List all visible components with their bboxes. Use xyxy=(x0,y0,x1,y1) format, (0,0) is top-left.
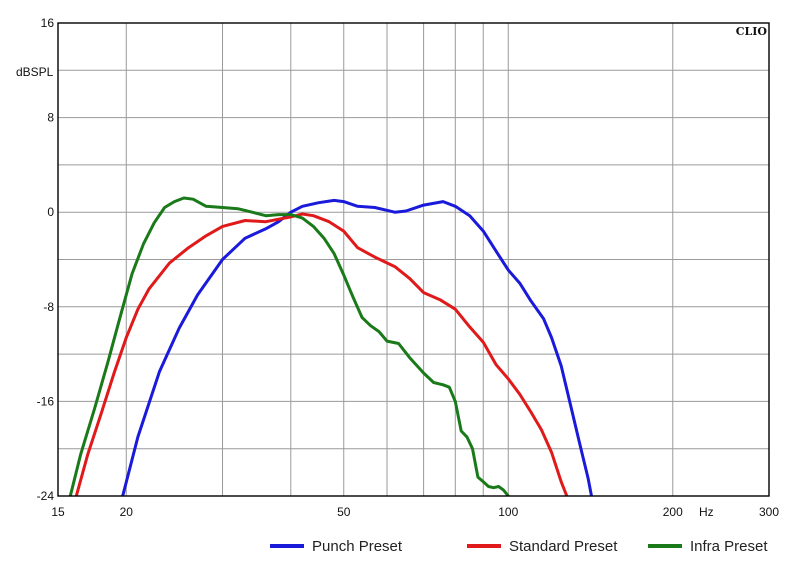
x-tick-label: 200 xyxy=(663,505,683,519)
y-tick-labels: 16 8 0 -8 -16 -24 xyxy=(37,16,55,503)
series-line-standard-preset xyxy=(74,212,569,496)
x-tick-label: 15 xyxy=(51,505,65,519)
legend-label: Punch Preset xyxy=(312,538,403,555)
legend-label: Standard Preset xyxy=(509,538,618,555)
y-tick-label: 16 xyxy=(41,16,55,30)
series-line-infra-preset xyxy=(68,196,510,496)
legend-label: Infra Preset xyxy=(690,538,768,555)
brand-label: CLIO xyxy=(736,25,768,38)
y-tick-label: 0 xyxy=(47,205,54,219)
y-axis-unit-label: dBSPL xyxy=(16,65,54,79)
x-axis-unit-label: Hz xyxy=(699,505,714,519)
x-tick-labels: 15 20 50 100 200 300 xyxy=(51,505,779,519)
y-tick-label: 8 xyxy=(47,111,54,125)
y-tick-label: -24 xyxy=(37,489,55,503)
grid xyxy=(58,23,769,496)
legend: Punch Preset Standard Preset Infra Preset xyxy=(270,538,768,555)
x-tick-label: 20 xyxy=(120,505,134,519)
y-tick-label: -16 xyxy=(37,394,55,408)
series-line-punch-preset xyxy=(121,198,593,496)
x-tick-label: 100 xyxy=(498,505,518,519)
y-tick-label: -8 xyxy=(43,300,54,314)
x-tick-label: 50 xyxy=(337,505,351,519)
series-lines xyxy=(68,196,593,496)
plot-frame xyxy=(57,22,770,497)
x-tick-label: 300 xyxy=(759,505,779,519)
